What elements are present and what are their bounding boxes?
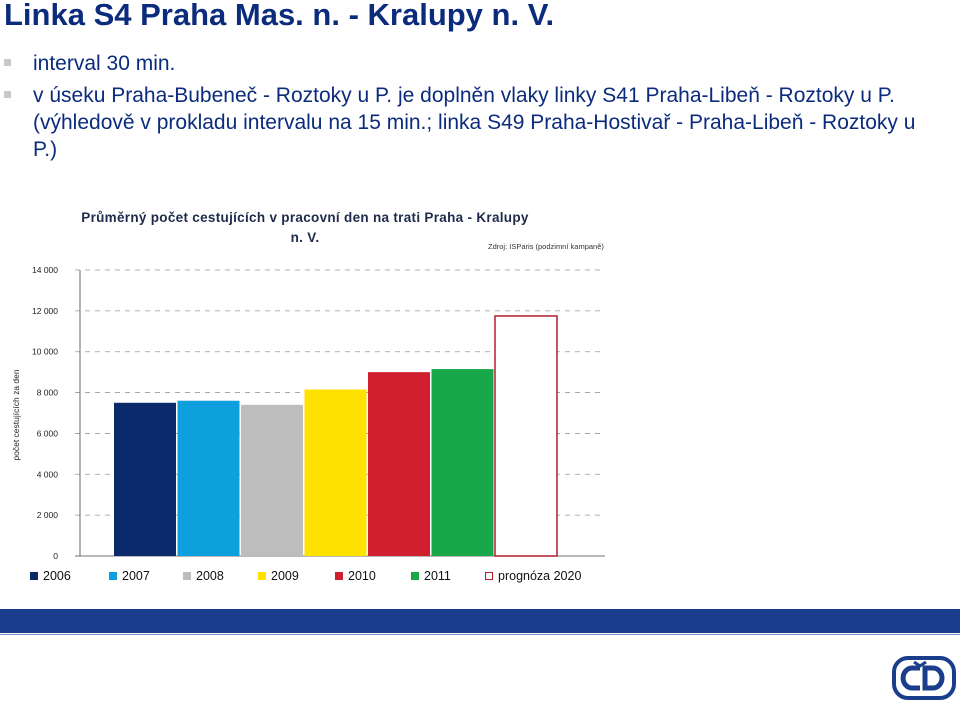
bullet-text: v úseku Praha-Bubeneč - Roztoky u P. je … <box>33 84 916 161</box>
footer-divider <box>0 634 960 635</box>
y-tick-label: 2 000 <box>37 510 59 520</box>
bar-prognóza-2020 <box>494 315 558 557</box>
legend-swatch <box>485 572 493 580</box>
chart-title: Průměrný počet cestujících v pracovní de… <box>81 210 529 245</box>
legend-swatch <box>335 572 343 580</box>
bar-2006 <box>114 402 176 556</box>
bullet-square-icon <box>4 59 11 66</box>
legend-swatch <box>258 572 266 580</box>
y-tick-label: 14 000 <box>32 265 58 275</box>
y-tick-label: 6 000 <box>37 428 59 438</box>
legend-label: 2008 <box>196 569 224 583</box>
bar-2011 <box>431 369 494 556</box>
chart-source-note: Zdroj: ISParis (podzimní kampaně) <box>488 242 604 251</box>
y-tick-label: 10 000 <box>32 347 58 357</box>
legend-label: 2006 <box>43 569 71 583</box>
bar-2010 <box>368 372 430 556</box>
legend-label: prognóza 2020 <box>498 569 582 583</box>
y-tick-label: 0 <box>53 551 58 561</box>
y-axis-label: počet cestujících za den <box>11 369 21 460</box>
y-tick-label: 12 000 <box>32 306 58 316</box>
legend-label: 2007 <box>122 569 150 583</box>
bar-2007 <box>177 400 240 556</box>
y-tick-label: 4 000 <box>37 469 59 479</box>
bar-2008 <box>241 404 303 556</box>
legend-swatch <box>411 572 419 580</box>
slide-title: Linka S4 Praha Mas. n. - Kralupy n. V. <box>4 0 555 32</box>
cd-logo-icon <box>892 656 956 700</box>
legend-swatch <box>30 572 38 580</box>
legend-label: 2009 <box>271 569 299 583</box>
legend-swatch <box>109 572 117 580</box>
legend-swatch <box>183 572 191 580</box>
bullet-text: interval 30 min. <box>33 52 176 75</box>
bullet-square-icon <box>4 91 11 98</box>
bar-2009 <box>304 389 367 556</box>
legend-label: 2011 <box>424 569 451 583</box>
legend-label: 2010 <box>348 569 376 583</box>
y-tick-label: 8 000 <box>37 388 59 398</box>
footer-bar <box>0 609 960 633</box>
